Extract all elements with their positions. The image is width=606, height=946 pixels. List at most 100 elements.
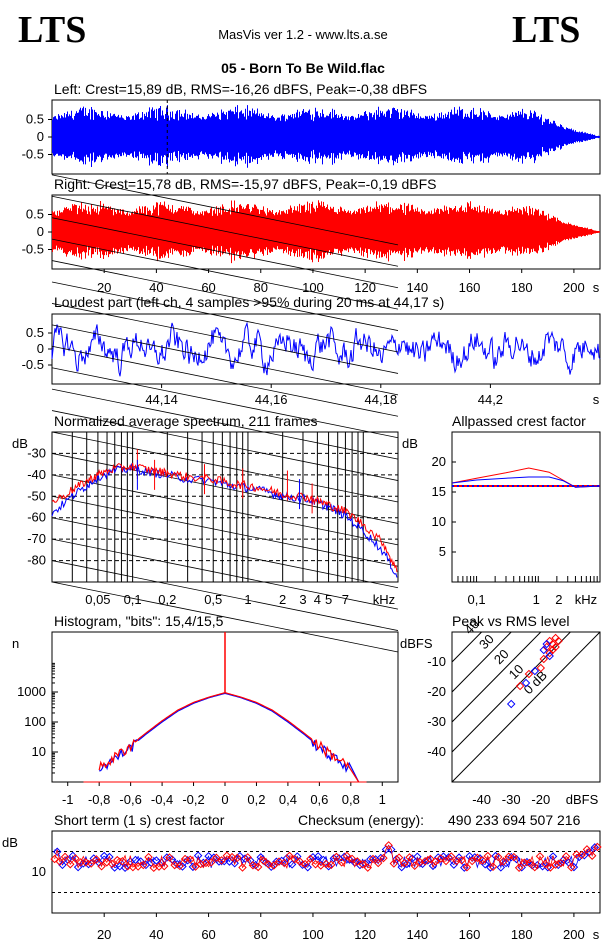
spectrum-slope-line: [51, 474, 399, 546]
peak-rms-right-point: [554, 636, 563, 646]
peak-rms-diagonal: [451, 631, 601, 783]
short-term-right-point: [280, 858, 289, 868]
short-term-right-point: [97, 862, 106, 871]
spectrum-slope-line: [51, 410, 399, 481]
short-term-left-point: [538, 862, 547, 871]
short-term-right-point: [582, 845, 592, 854]
right-waveform-xtick-label: 140: [406, 280, 428, 295]
short-term-right-point: [587, 851, 597, 860]
short-term-right-point: [358, 859, 367, 869]
left-waveform-ytick-label: -0.5: [22, 147, 44, 162]
spectrum-xtick-label: 0,05: [85, 592, 110, 607]
short-term-right-point: [368, 854, 378, 864]
short-term-right-point: [415, 857, 425, 867]
short-term-ytick-label: 10: [32, 864, 46, 879]
crest-ytick-label: 15: [432, 484, 446, 499]
histogram-left-series: [99, 692, 360, 783]
spectrum-right-series: [51, 462, 398, 573]
short-term-xtick-label: 20: [97, 927, 111, 942]
spectrum-title: Normalized average spectrum, 211 frames: [54, 413, 318, 429]
peak-rms-ytick-label: -20: [427, 684, 446, 699]
short-term-xunit: s: [593, 927, 600, 942]
short-term-right-point: [363, 863, 372, 872]
short-term-right-point: [384, 841, 393, 850]
spectrum-ytick-label: -60: [27, 510, 46, 525]
logo-left: LTS: [18, 9, 87, 51]
peak-rms-right-point: [548, 639, 557, 649]
peak-rms-right-point: [539, 654, 549, 664]
spectrum-xtick-label: 0,5: [204, 592, 222, 607]
short-term-right-point: [593, 842, 602, 852]
right-waveform-xtick-label: 160: [459, 280, 481, 295]
short-term-right-point: [530, 862, 540, 872]
histogram-xtick-label: -0,4: [151, 792, 173, 807]
peak-rms-diagonal: [451, 631, 542, 723]
short-term-right-point: [535, 852, 545, 861]
histogram-xtick-label: 1: [379, 792, 386, 807]
peak-rms-title: Peak vs RMS level: [452, 613, 570, 629]
short-term-xtick-label: 160: [459, 927, 481, 942]
checksum-label: Checksum (energy):: [298, 812, 425, 828]
loudest-frame: [51, 313, 601, 385]
short-term-xtick-label: 40: [149, 927, 163, 942]
loudest-xunit: s: [593, 392, 600, 407]
short-term-left-point: [193, 851, 203, 860]
short-term-right-point: [504, 852, 513, 861]
short-term-left-point: [261, 858, 271, 867]
app-title: MasVis ver 1.2 - www.lts.a.se: [218, 27, 388, 42]
histogram-xtick-label: -0,8: [88, 792, 110, 807]
short-term-right-point: [452, 856, 461, 866]
spectrum-ytick-label: -30: [27, 445, 46, 460]
crest-grid: [452, 461, 598, 582]
spectrum-slope-line: [51, 303, 399, 374]
spectrum-slope-line: [51, 324, 399, 396]
short-term-right-point: [389, 859, 399, 868]
loudest-ytick-label: 0: [37, 341, 44, 356]
short-term-right-point: [50, 854, 59, 864]
loudest-signal: [51, 321, 601, 377]
short-term-left-point: [496, 863, 506, 872]
short-term-right-point: [546, 863, 555, 872]
peak-rms-left-point: [521, 678, 531, 688]
short-term-xtick-label: 80: [254, 927, 268, 942]
short-term-right-point: [170, 860, 179, 870]
loudest-part-title: Loudest part (left ch, 4 samples >95% du…: [54, 294, 445, 310]
short-term-right-point: [337, 858, 346, 867]
peak-rms-right-point: [545, 636, 554, 646]
checksum-value: 490 233 694 507 216: [448, 812, 581, 828]
peak-rms-left-point: [539, 645, 549, 655]
histogram-xtick-label: 0,4: [279, 792, 297, 807]
spectrum-xtick-label: 3: [299, 592, 306, 607]
short-term-right-point: [483, 851, 493, 861]
short-term-right-point: [201, 858, 211, 868]
spectrum-slope-line: [51, 495, 399, 567]
short-term-right-point: [243, 853, 252, 862]
file-title: 05 - Born To Be Wild.flac: [221, 60, 385, 76]
crest-ytick-label: 5: [439, 544, 446, 559]
peak-rms-ytick-label: -40: [427, 744, 446, 759]
short-term-left-point: [548, 852, 558, 861]
spectrum-xunit: kHz: [373, 592, 395, 607]
right-waveform-xtick-label: 40: [149, 280, 163, 295]
short-term-right-point: [342, 851, 352, 861]
short-term-right-point: [493, 852, 503, 862]
short-term-right-point: [509, 852, 519, 862]
peak-rms-right-point: [548, 645, 557, 655]
spectrum-xtick-label: 4: [314, 592, 321, 607]
right-waveform-xtick-label: 120: [354, 280, 376, 295]
histogram-xtick-label: -0,6: [119, 792, 141, 807]
short-term-right-point: [123, 861, 132, 871]
short-term-right-point: [410, 861, 419, 871]
peak-rms-frame: [451, 631, 601, 783]
spectrum-xtick-label: 1: [244, 592, 251, 607]
peak-rms-xtick-label: -20: [531, 792, 550, 807]
short-term-right-point: [159, 861, 169, 871]
short-term-title: Short term (1 s) crest factor: [54, 812, 225, 828]
peak-rms-left-point: [542, 639, 551, 649]
histogram-ytick-label: 100: [24, 714, 46, 729]
spectrum-slope-line: [51, 431, 399, 503]
right-waveform-xtick-label: 180: [511, 280, 533, 295]
short-term-right-point: [180, 854, 190, 864]
spectrum-slope-line: [51, 217, 399, 289]
